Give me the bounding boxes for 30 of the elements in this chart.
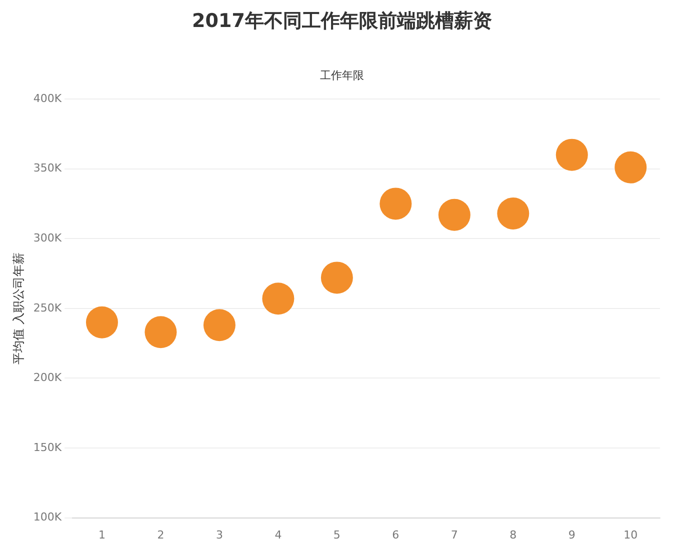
point [438,198,470,231]
x-tick-label: 7 [450,528,458,542]
y-tick-label: 350K [33,162,62,175]
y-tick-label: 100K [33,510,62,524]
x-tick-label: 9 [568,528,576,542]
y-tick-label: 250K [33,301,62,314]
x-tick-label: 1 [98,528,106,542]
x-tick-label: 6 [392,528,400,542]
x-tick-label: 5 [333,528,340,542]
y-tick-label: 150K [33,440,62,454]
x-tick-label: 2 [157,528,164,542]
point [497,197,530,230]
y-tick-label: 200K [33,371,62,384]
y-tick-label: 400K [33,92,62,105]
chart-title: 2017年不同工作年限前端跳槽薪资 [191,9,493,34]
x-tick-label: 3 [216,528,223,542]
x-tick-label: 8 [510,528,517,542]
x-axis-title: 工作年限 [319,68,365,83]
point [556,138,588,171]
x-tick-label: 10 [624,528,638,542]
point [203,309,236,342]
point [320,262,353,294]
x-tick-label: 4 [274,528,282,542]
point [144,316,177,348]
y-tick-label: 300K [33,231,62,244]
point [262,282,294,315]
point [614,151,647,184]
point [86,306,118,338]
point [380,188,412,220]
y-axis-title: 平均值 入职公司年薪 [11,252,26,364]
